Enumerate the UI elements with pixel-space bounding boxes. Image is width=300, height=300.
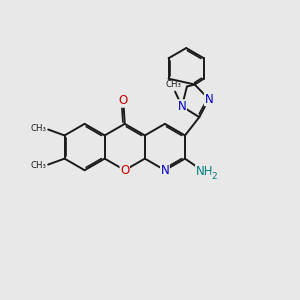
Text: CH₃: CH₃ — [31, 124, 47, 133]
Text: NH: NH — [196, 165, 213, 178]
Text: N: N — [205, 93, 213, 106]
Text: O: O — [120, 164, 129, 177]
Text: CH₃: CH₃ — [31, 161, 47, 170]
Text: CH₃: CH₃ — [166, 80, 182, 89]
Text: N: N — [160, 164, 169, 177]
Text: 2: 2 — [212, 172, 217, 181]
Text: O: O — [119, 94, 128, 107]
Text: N: N — [178, 100, 186, 113]
